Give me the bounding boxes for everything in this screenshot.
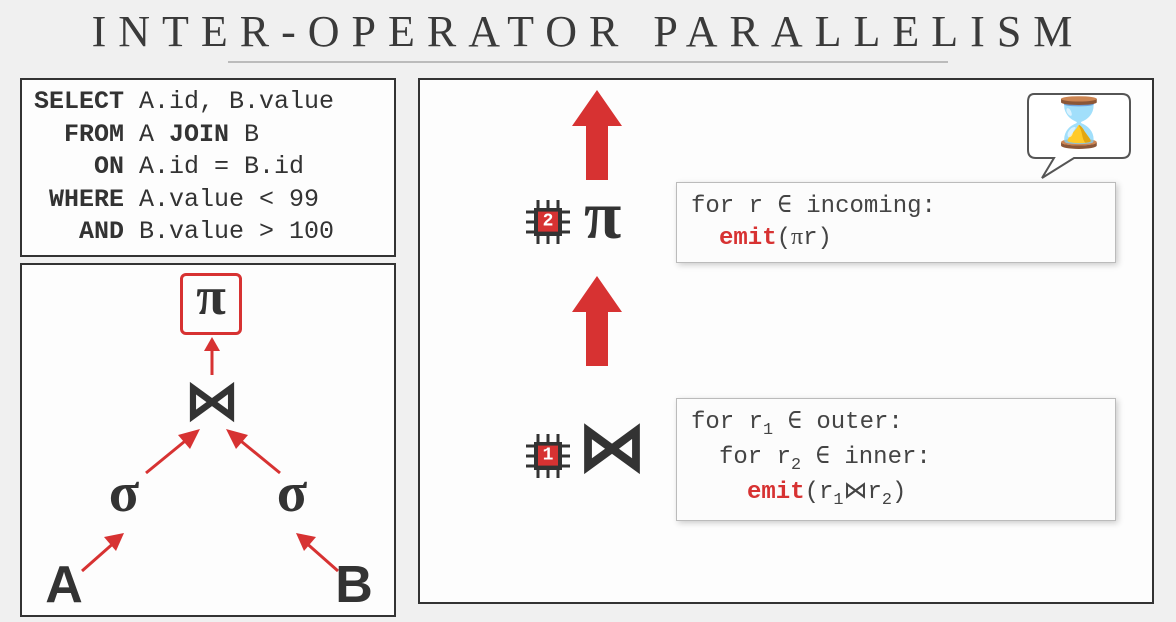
emit-kw: emit: [719, 225, 777, 252]
kw-and: AND: [79, 217, 124, 246]
join-operator-big: ⋈: [578, 408, 646, 487]
big-arrow-top: [570, 90, 624, 182]
kw-on: ON: [94, 152, 124, 181]
code-box-bottom: for r1 ∈ outer: for r2 ∈ inner: emit(r1⋈…: [676, 398, 1116, 521]
sql-line-and: AND B.value > 100: [34, 216, 382, 249]
kw-where: WHERE: [49, 185, 124, 214]
code-top-line1: for r ∈ incoming:: [691, 191, 1101, 222]
tree-b: B: [326, 555, 382, 615]
sql-box: SELECT A.id, B.value FROM A JOIN B ON A.…: [20, 78, 396, 257]
sql-line-from: FROM A JOIN B: [34, 119, 382, 152]
kw-join: JOIN: [169, 120, 229, 149]
kw-select: SELECT: [34, 87, 124, 116]
sql-line-select: SELECT A.id, B.value: [34, 86, 382, 119]
tree-a: A: [36, 555, 92, 615]
hourglass-icon: ⌛: [1024, 94, 1134, 151]
code-bot-line1: for r1 ∈ outer:: [691, 407, 1101, 442]
chip-num-top: 2: [538, 212, 558, 232]
code-bot-line2: for r2 ∈ inner:: [691, 442, 1101, 477]
code-bot-line3: emit(r1⋈r2): [691, 476, 1101, 512]
chip-icon-top: 2: [524, 198, 572, 246]
hourglass-bubble: ⌛: [1024, 88, 1134, 182]
emit-kw-2: emit: [747, 479, 805, 506]
code-box-top: for r ∈ incoming: emit(πr): [676, 182, 1116, 263]
sql-line-on: ON A.id = B.id: [34, 151, 382, 184]
left-column: SELECT A.id, B.value FROM A JOIN B ON A.…: [20, 78, 396, 617]
chip-icon-bottom: 1: [524, 432, 572, 480]
tree-sigma-right: σ: [264, 461, 320, 525]
right-panel: 2 π 1 ⋈ ⌛ for r ∈ incoming: emit(πr) for…: [418, 78, 1154, 604]
tree-pi: π: [180, 265, 242, 327]
tree-sigma-left: σ: [96, 461, 152, 525]
query-tree-box: π ⋈ σ σ A B: [20, 263, 396, 617]
chip-num-bottom: 1: [538, 446, 558, 466]
title-underline: [228, 61, 948, 63]
kw-from: FROM: [64, 120, 124, 149]
sql-line-where: WHERE A.value < 99: [34, 184, 382, 217]
page-title: INTER-OPERATOR PARALLELISM: [0, 0, 1176, 57]
big-arrow-middle: [570, 276, 624, 368]
code-top-line2: emit(πr): [691, 222, 1101, 254]
pi-operator-big: π: [584, 176, 621, 255]
